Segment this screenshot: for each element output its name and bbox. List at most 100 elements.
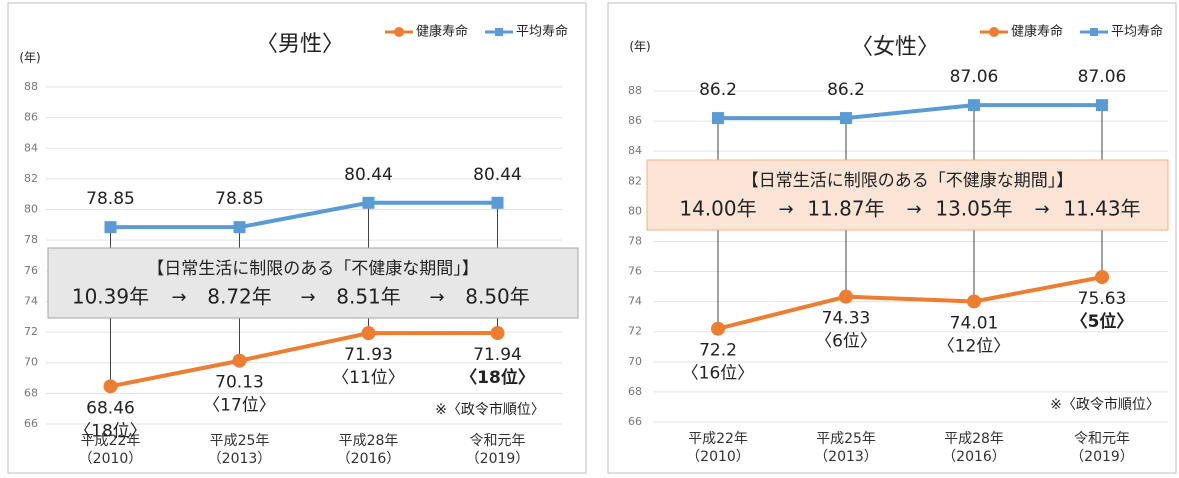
x-tick-label: 平成22年 （2010） [686, 431, 750, 465]
x-tick-label: 平成25年 （2013） [207, 433, 272, 467]
legend-label: 健康寿命 [416, 24, 468, 40]
x-tick-label: 令和元年 （2019） [1070, 431, 1134, 465]
y-tick-label: 86 [24, 111, 38, 124]
legend-label: 健康寿命 [1011, 24, 1063, 40]
marker [967, 294, 981, 309]
panel-border [607, 2, 1177, 474]
legend-label: 平均寿命 [516, 24, 568, 40]
marker [1095, 270, 1109, 285]
marker [232, 353, 247, 368]
x-tick-label: 平成28年 （2016） [336, 433, 401, 467]
marker [491, 196, 504, 209]
box-arrow: → [778, 199, 793, 220]
marker [839, 289, 853, 304]
value-label: 74.01 [950, 313, 999, 333]
x-tick-label-box: 平成22年 （2010） [79, 433, 143, 467]
note: ※〈政令市順位〉 [1050, 396, 1160, 413]
y-tick-label: 68 [24, 386, 38, 399]
rank-label: 〈17位〉 [203, 396, 276, 416]
value-label: 86.2 [827, 80, 865, 100]
marker [361, 326, 376, 341]
value-label: 75.63 [1078, 289, 1127, 309]
annotation-box [47, 247, 579, 319]
x-tick-label-box: 平成28年 （2016） [336, 433, 401, 467]
legend-marker [989, 27, 999, 37]
y-tick-label: 74 [24, 294, 38, 307]
rank-label: 〈12位〉 [938, 336, 1011, 356]
box-period: 14.00年 [679, 197, 756, 221]
value-label: 72.2 [699, 341, 737, 361]
y-tick-label: 84 [24, 141, 38, 154]
marker [1096, 99, 1108, 112]
rank-label: 〈18位〉 [460, 367, 535, 388]
legend-label: 平均寿命 [1111, 24, 1163, 40]
box-title: 【日常生活に制限のある「不健康な期間」】 [147, 259, 479, 279]
box-period: 8.51年 [336, 285, 401, 309]
value-label: 80.44 [344, 165, 393, 185]
y-tick-label: 84 [628, 144, 642, 157]
value-label: 71.94 [473, 345, 522, 365]
marker [968, 99, 980, 112]
x-tick-label: 平成28年 （2016） [942, 431, 1006, 465]
legend-marker [394, 27, 404, 37]
x-tick-label: 平成25年 （2013） [814, 431, 878, 465]
value-label: 78.85 [86, 189, 135, 209]
chart-female: 〈女性〉 (年) 66 68 70 72 74 76 78 80 82 84 86 88 平成22年 （20… [607, 2, 1177, 474]
y-tick-label: 76 [628, 265, 642, 278]
x-tick-label-box: 令和元年 （2019） [465, 433, 530, 467]
box-arrow: → [300, 287, 315, 308]
rank-label: 〈16位〉 [682, 364, 755, 384]
marker [103, 379, 118, 394]
y-tick-label: 82 [628, 174, 642, 187]
box-period: 11.87年 [807, 197, 884, 221]
x-tick-label-box: 平成25年 （2013） [207, 433, 272, 467]
y-tick-label: 78 [24, 233, 38, 246]
x-tick-label-box: 令和元年 （2019） [1070, 431, 1134, 465]
y-tick-label: 70 [24, 356, 38, 369]
chart-male: 〈男性〉 (年) 66 68 70 72 74 76 78 80 82 84 86 88 平成22年 （20… [7, 2, 587, 474]
y-axis-label: (年) [19, 51, 40, 65]
y-tick-label: 66 [24, 417, 38, 430]
box-title: 【日常生活に制限のある「不健康な期間」】 [742, 171, 1074, 191]
value-label: 86.2 [699, 80, 737, 100]
y-tick-label: 70 [628, 355, 642, 368]
series-line [717, 275, 1103, 331]
y-tick-label: 82 [24, 172, 38, 185]
y-tick-label: 86 [628, 114, 642, 127]
chart-title: 〈男性〉 [256, 32, 344, 57]
note: ※〈政令市順位〉 [435, 401, 545, 418]
rank-label: 〈18位〉 [74, 421, 147, 441]
box-arrow: → [906, 199, 921, 220]
value-label: 87.06 [950, 67, 999, 87]
value-label: 70.13 [215, 373, 264, 393]
x-tick-label-box: 平成22年 （2010） [686, 431, 750, 465]
panel-border [7, 2, 587, 474]
annotation-box [646, 159, 1169, 231]
marker [362, 196, 375, 209]
y-tick-label: 88 [628, 84, 642, 97]
box-period: 10.39年 [72, 285, 149, 309]
x-tick-label-box: 平成25年 （2013） [814, 431, 878, 465]
box-arrow: → [429, 287, 444, 308]
box-period: 13.05年 [935, 197, 1012, 221]
y-tick-label: 80 [24, 203, 38, 216]
y-tick-label: 66 [628, 415, 642, 428]
marker [233, 221, 246, 234]
marker [104, 221, 117, 234]
value-label: 80.44 [473, 165, 522, 185]
marker [840, 112, 852, 125]
y-axis-label: (年) [629, 40, 650, 54]
value-label: 68.46 [86, 398, 135, 418]
y-tick-label: 74 [628, 295, 642, 308]
value-label: 78.85 [215, 189, 264, 209]
series-line [110, 200, 498, 230]
x-tick-label: 令和元年 （2019） [465, 433, 530, 467]
marker [712, 112, 724, 125]
y-tick-label: 78 [628, 234, 642, 247]
rank-label: 〈11位〉 [332, 368, 405, 388]
rank-label: 〈5位〉 [1071, 311, 1134, 332]
box-period: 8.72年 [207, 285, 272, 309]
value-label: 87.06 [1078, 67, 1127, 87]
x-tick-label-box: 平成28年 （2016） [942, 431, 1006, 465]
